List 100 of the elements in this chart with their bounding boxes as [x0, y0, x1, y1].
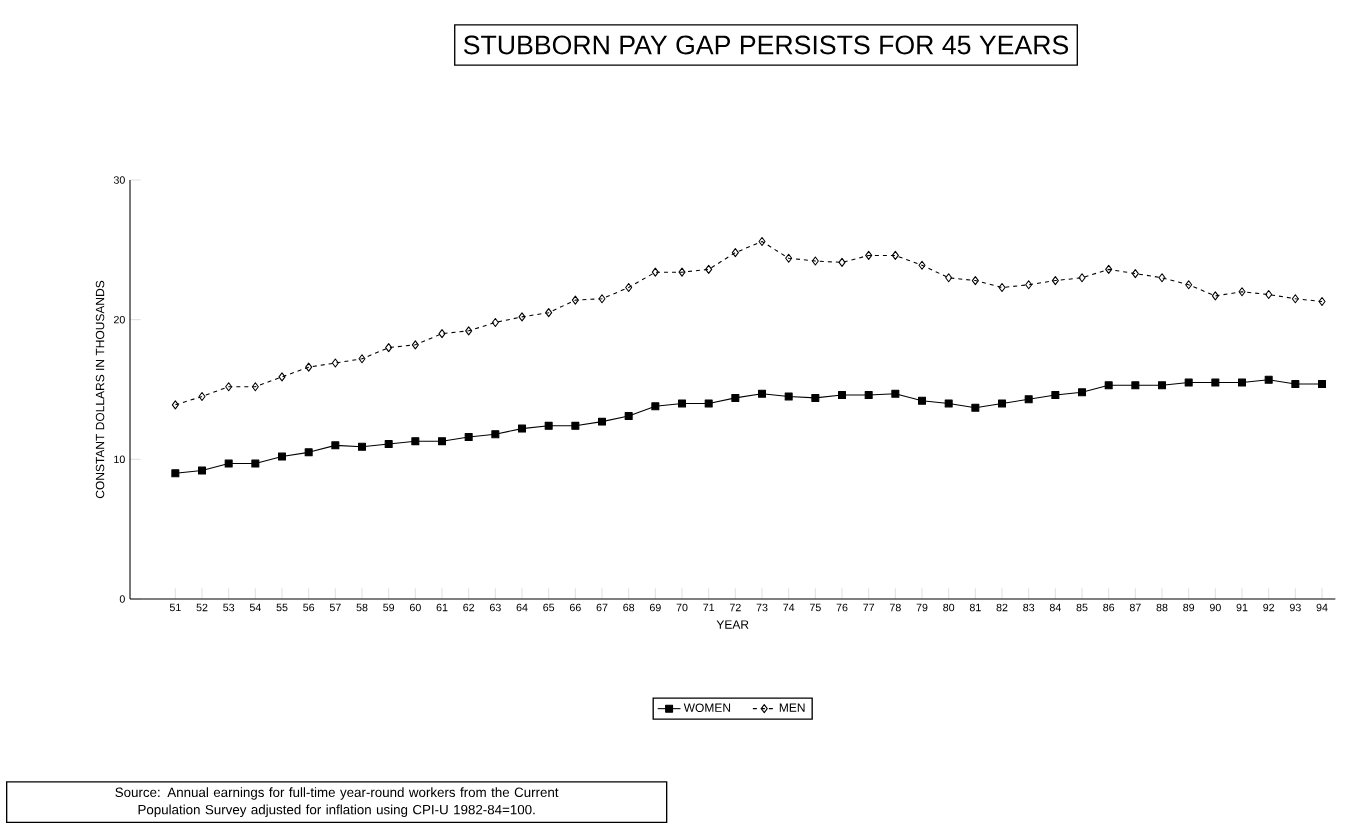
point: [1051, 391, 1060, 400]
x-tick-label: 54: [249, 603, 261, 612]
point: [1211, 378, 1220, 387]
x-tick-label: 61: [436, 603, 448, 612]
point: [171, 469, 180, 478]
point: [1211, 291, 1219, 301]
point: [1078, 388, 1087, 397]
x-tick-label: 83: [1023, 603, 1035, 612]
x-tick-label: 56: [303, 603, 315, 612]
point: [278, 372, 286, 382]
point: [731, 393, 740, 402]
point: [1078, 273, 1086, 283]
point: [225, 382, 233, 392]
point: [864, 391, 873, 400]
point: [784, 392, 793, 401]
point: [1264, 375, 1273, 384]
point: [811, 393, 820, 402]
x-tick-label: 59: [383, 603, 395, 612]
x-tick-label: 66: [569, 603, 581, 612]
point: [411, 340, 419, 350]
point: [1318, 379, 1327, 388]
point: [1291, 294, 1299, 304]
point: [278, 452, 287, 461]
point: [464, 432, 473, 441]
point: [1265, 289, 1273, 300]
point: [1131, 381, 1140, 390]
point: [678, 267, 686, 277]
point: [438, 329, 446, 339]
point: [518, 312, 526, 322]
point: [971, 403, 980, 412]
point: [971, 276, 979, 286]
y-tick-label: 10: [114, 455, 125, 464]
point: [1238, 378, 1247, 387]
point: [1238, 287, 1246, 297]
point: [1318, 296, 1326, 307]
x-axis-title: YEAR: [716, 620, 749, 629]
x-tick-label: 52: [196, 603, 208, 612]
point: [171, 400, 179, 410]
x-tick-label: 65: [543, 603, 555, 612]
x-tick-label: 60: [409, 603, 421, 612]
x-tick-label: 73: [756, 603, 768, 612]
y-tick-label: 0: [119, 595, 125, 603]
point: [571, 295, 579, 305]
point: [598, 417, 607, 426]
point: [918, 260, 926, 270]
point: [358, 354, 366, 364]
x-tick-label: 72: [729, 603, 741, 612]
point: [1131, 269, 1139, 279]
x-tick-label: 53: [223, 603, 235, 612]
x-tick-label: 82: [996, 603, 1008, 612]
point: [678, 399, 687, 408]
x-tick-label: 84: [1049, 603, 1061, 612]
legend-label: MEN: [779, 703, 805, 712]
point: [624, 412, 633, 421]
x-tick-label: 67: [596, 603, 608, 612]
point: [651, 267, 659, 277]
point: [491, 430, 500, 439]
x-tick-label: 74: [783, 603, 795, 612]
x-tick-label: 79: [916, 603, 928, 612]
point: [1024, 395, 1033, 404]
point: [251, 459, 260, 468]
x-tick-label: 70: [676, 603, 688, 612]
x-tick-label: 87: [1129, 603, 1141, 612]
point: [1185, 280, 1193, 290]
x-tick-label: 51: [169, 603, 181, 612]
point: [545, 308, 553, 318]
x-tick-label: 62: [463, 603, 475, 612]
x-tick-label: 71: [703, 603, 715, 612]
point: [758, 236, 766, 246]
x-tick-label: 81: [969, 603, 981, 612]
point: [838, 391, 847, 400]
x-tick-label: 68: [623, 603, 635, 612]
point: [224, 459, 233, 468]
x-tick-label: 75: [809, 603, 821, 612]
point: [198, 391, 206, 402]
x-tick-label: 86: [1103, 603, 1115, 612]
point: [518, 424, 527, 433]
x-tick-label: 64: [516, 603, 528, 612]
point: [1158, 381, 1167, 390]
source-note: Source: Annual earnings for full-time year-round workers from the Current Population Survey adjusted for inflation using CPI-U 1982-84=100.: [115, 787, 559, 817]
x-tick-label: 85: [1076, 603, 1088, 612]
point: [998, 283, 1006, 293]
point: [918, 396, 927, 405]
y-axis-title: CONSTANT DOLLARS IN THOUSANDS: [95, 280, 105, 499]
point: [891, 250, 899, 260]
x-tick-label: 90: [1209, 603, 1221, 612]
point: [598, 294, 606, 304]
y-tick-label: 20: [113, 315, 125, 324]
point: [945, 273, 953, 283]
x-tick-label: 76: [836, 603, 848, 612]
point: [731, 248, 739, 258]
chart-title: STUBBORN PAY GAP PERSISTS FOR 45 YEARS: [463, 35, 1069, 55]
point: [651, 402, 660, 411]
point: [758, 389, 767, 398]
x-tick-label: 57: [329, 603, 341, 612]
point: [1104, 381, 1113, 390]
x-tick-label: 58: [356, 603, 368, 612]
point: [198, 466, 207, 475]
point: [811, 256, 819, 266]
x-tick-label: 77: [863, 603, 875, 612]
